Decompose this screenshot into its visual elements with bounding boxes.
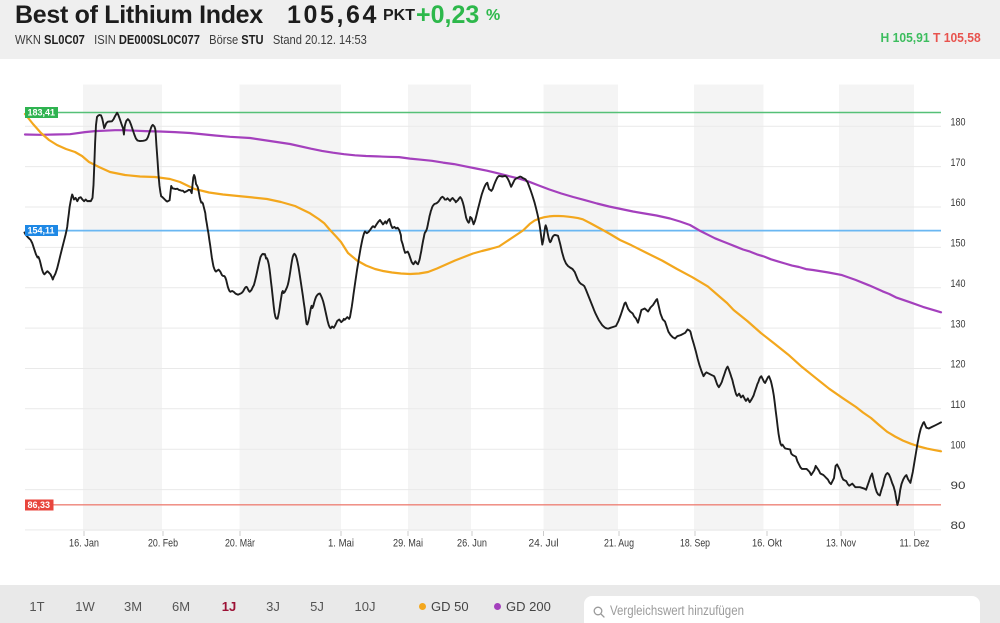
svg-text:130: 130 [951,318,966,330]
svg-text:150: 150 [951,238,966,250]
svg-text:170: 170 [951,157,966,169]
svg-text:140: 140 [951,278,966,290]
svg-text:160: 160 [951,197,966,209]
svg-text:13. Nov: 13. Nov [826,537,856,549]
svg-text:18. Sep: 18. Sep [680,537,710,549]
svg-text:154,11: 154,11 [28,226,55,236]
svg-text:16. Okt: 16. Okt [752,537,782,549]
svg-text:100: 100 [951,439,966,451]
svg-text:90: 90 [951,480,966,492]
svg-text:86,33: 86,33 [28,500,51,510]
svg-text:80: 80 [951,520,966,532]
svg-text:120: 120 [951,359,966,371]
svg-text:20. Feb: 20. Feb [148,537,178,549]
svg-text:21. Aug: 21. Aug [604,537,634,549]
svg-text:24. Jul: 24. Jul [529,537,559,549]
svg-text:16. Jan: 16. Jan [69,537,99,549]
svg-text:20. Mär: 20. Mär [225,537,255,549]
svg-text:183,41: 183,41 [28,108,56,118]
svg-text:110: 110 [951,399,966,411]
svg-text:1. Mai: 1. Mai [328,537,354,549]
svg-text:180: 180 [951,117,966,129]
svg-text:11. Dez: 11. Dez [900,537,930,549]
svg-text:26. Jun: 26. Jun [457,537,487,549]
svg-text:29. Mai: 29. Mai [393,537,423,549]
